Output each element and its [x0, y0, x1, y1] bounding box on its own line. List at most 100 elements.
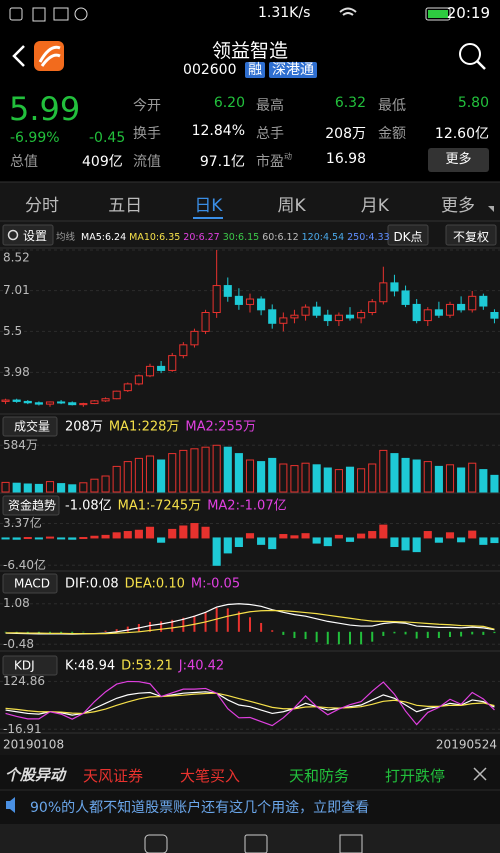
change: -0.45 [89, 130, 126, 146]
tab[interactable]: 分时 [25, 196, 59, 216]
bar [212, 444, 221, 493]
nav-icon[interactable] [244, 834, 268, 853]
bar [290, 465, 299, 493]
alert-item[interactable]: 打开跌停 [385, 767, 446, 785]
candle-body [257, 298, 266, 311]
candle-body [245, 298, 255, 305]
candle-body [423, 309, 432, 322]
bar [12, 537, 21, 540]
tab[interactable]: 周K [277, 196, 306, 216]
tab[interactable]: 五日 [108, 196, 143, 216]
field-label: 市盈动 [256, 152, 292, 170]
bar [34, 483, 43, 493]
bar [368, 463, 377, 493]
tab[interactable]: 更多 [441, 196, 475, 216]
bar [368, 531, 377, 539]
bar [445, 532, 455, 539]
back-button[interactable] [12, 45, 25, 67]
candle-body [312, 306, 321, 316]
bar [201, 526, 210, 539]
bar [134, 457, 143, 493]
tab[interactable]: 月K [360, 196, 389, 216]
bar [301, 533, 310, 539]
more-button[interactable]: 更多 [428, 148, 489, 172]
code-row: 002600 融深港通 [0, 59, 500, 79]
field-value: 16.98 [325, 151, 366, 167]
dk-label: DK点 [393, 230, 423, 244]
bar [57, 537, 66, 540]
candle-body [1, 399, 10, 402]
clock: 20:19 [446, 4, 490, 22]
bar [268, 537, 277, 550]
adjust-label: 不复权 [452, 230, 489, 244]
alert-item[interactable]: 大笔买入 [180, 767, 241, 785]
bar [434, 465, 443, 493]
candle-body [212, 285, 221, 314]
ma-label: 均线 [56, 232, 76, 243]
ma-value: 20:6.27 [183, 232, 220, 243]
status-icon [74, 7, 88, 21]
legend-text: K:48.94 [65, 659, 115, 674]
bar [90, 478, 99, 493]
settings-button[interactable] [2, 224, 54, 246]
bar [245, 459, 255, 493]
nav-icon[interactable] [339, 834, 363, 853]
search-button[interactable] [459, 43, 481, 65]
nav-icon[interactable] [144, 834, 168, 853]
panel-title: MACD [14, 577, 50, 591]
bar [423, 531, 432, 539]
ma-value: 120:4.54 [301, 232, 345, 243]
bar [323, 467, 332, 493]
candle-body [179, 344, 188, 357]
bar [168, 453, 177, 493]
y-tick-label: 3.37亿 [3, 515, 42, 530]
bar [457, 537, 466, 543]
legend-text: MA2:-1.07亿 [207, 499, 286, 514]
bar [312, 464, 321, 493]
indicator-line [5, 609, 495, 635]
bar [468, 462, 477, 493]
adjust-button[interactable] [445, 224, 497, 246]
bar [1, 481, 10, 493]
alert-item[interactable]: 天和防务 [289, 767, 350, 785]
alert-item[interactable]: 天风证券 [83, 767, 144, 785]
y-tick-label: 5.5 [3, 324, 22, 338]
panel-title: 成交量 [14, 419, 50, 434]
bar [179, 525, 188, 539]
bar [179, 449, 188, 493]
bar [1, 537, 10, 540]
candle-body [79, 403, 88, 406]
bar [257, 461, 266, 493]
nav-bar [0, 824, 500, 853]
bar [479, 537, 488, 545]
candle-body [34, 402, 43, 405]
candle-body [168, 355, 177, 371]
bar [323, 537, 332, 547]
candle-body [268, 309, 277, 324]
bar [190, 523, 199, 539]
bar [301, 462, 310, 493]
notice[interactable]: 90%的人都不知道股票账户还有这几个用途，立即查看 [30, 800, 370, 816]
candle-body [201, 312, 210, 332]
bar [390, 453, 399, 493]
legend-text: -1.08亿 [65, 499, 112, 514]
bar [312, 537, 321, 544]
quote-bg [0, 30, 500, 182]
bar [401, 457, 410, 493]
candle-body [123, 383, 132, 392]
battery-icon [425, 7, 451, 21]
tab[interactable]: 日K [194, 196, 223, 216]
bar [379, 449, 388, 493]
bar [23, 537, 32, 540]
candle-body [234, 295, 243, 305]
candle-body [323, 314, 332, 322]
bar [290, 535, 299, 539]
bar [12, 482, 21, 493]
close-button[interactable] [473, 767, 487, 781]
field-sup: 动 [284, 152, 292, 161]
bar [23, 483, 32, 493]
dk-button[interactable] [387, 224, 429, 246]
candle-body [490, 312, 499, 319]
bar [101, 534, 110, 539]
